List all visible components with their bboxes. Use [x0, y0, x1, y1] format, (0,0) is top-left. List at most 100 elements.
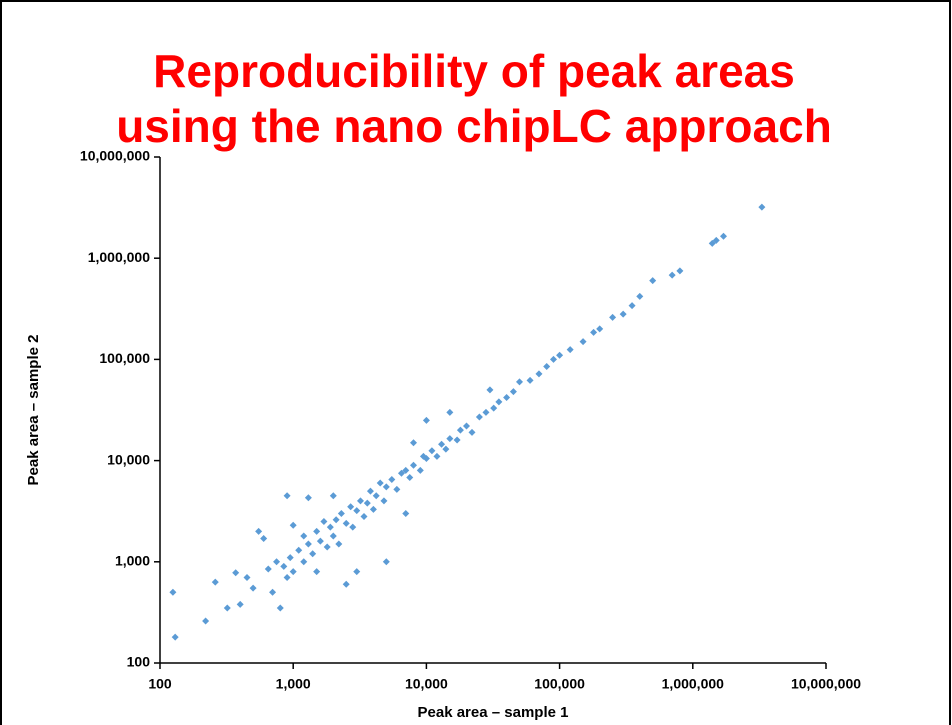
point [320, 518, 328, 526]
point [456, 426, 464, 434]
point [249, 584, 257, 592]
x-tick-label: 100 [148, 676, 172, 692]
point [326, 523, 334, 531]
point [422, 454, 430, 462]
point [438, 440, 446, 448]
point [453, 436, 461, 444]
point [428, 447, 436, 455]
point [719, 232, 727, 240]
point [332, 516, 340, 524]
point [393, 485, 401, 493]
point [486, 386, 494, 394]
point [579, 338, 587, 346]
point [422, 416, 430, 424]
point [300, 558, 308, 566]
point [313, 568, 321, 576]
point [406, 474, 414, 482]
point [668, 271, 676, 279]
y-tick-label: 100,000 [99, 350, 150, 366]
point [289, 568, 297, 576]
point [342, 580, 350, 588]
point [550, 355, 558, 363]
point [490, 404, 498, 412]
point [316, 537, 324, 545]
point [329, 492, 337, 500]
point [347, 503, 355, 511]
point [243, 573, 251, 581]
point [712, 236, 720, 244]
point [323, 543, 331, 551]
point [335, 540, 343, 548]
point [758, 203, 766, 211]
point [300, 532, 308, 540]
point [442, 445, 450, 453]
point [566, 346, 574, 354]
point [356, 497, 364, 505]
point [295, 546, 303, 554]
point [402, 510, 410, 518]
point [397, 469, 405, 477]
point [223, 604, 231, 612]
y-axis-title: Peak area – sample 2 [25, 335, 42, 486]
point [416, 466, 424, 474]
point [169, 588, 177, 596]
point [543, 363, 551, 371]
point [628, 302, 636, 310]
point [273, 558, 281, 566]
point [516, 378, 524, 386]
point [366, 487, 374, 495]
point [369, 505, 377, 513]
point [503, 394, 511, 402]
point [372, 492, 380, 500]
point [376, 479, 384, 487]
point [309, 550, 317, 558]
point [236, 600, 244, 608]
y-tick-label: 10,000 [107, 451, 150, 467]
point [556, 351, 564, 359]
point [342, 519, 350, 527]
point [276, 604, 284, 612]
title-line: using the nano chipLC approach [116, 100, 832, 152]
point [211, 578, 219, 586]
point [329, 532, 337, 540]
point [289, 521, 297, 529]
point [462, 422, 470, 430]
point [636, 292, 644, 300]
point [409, 461, 417, 469]
point [232, 569, 240, 577]
point [171, 633, 179, 641]
point [409, 439, 417, 447]
x-tick-label: 10,000 [405, 676, 448, 692]
y-tick-label: 1,000,000 [88, 249, 150, 265]
point [596, 325, 604, 333]
point [269, 588, 277, 596]
point [535, 370, 543, 378]
point [388, 476, 396, 484]
x-tick-label: 1,000,000 [662, 676, 724, 692]
point [202, 617, 210, 625]
point [649, 277, 657, 285]
y-tick-label: 10,000,000 [80, 148, 150, 164]
point [349, 523, 357, 531]
point [468, 428, 476, 436]
point [446, 435, 454, 443]
point [433, 452, 441, 460]
point [676, 267, 684, 275]
point [304, 540, 312, 548]
point [264, 565, 272, 573]
y-tick-label: 100 [127, 654, 151, 670]
point [475, 413, 483, 421]
point [353, 568, 361, 576]
point [382, 483, 390, 491]
point [590, 328, 598, 336]
point [380, 497, 388, 505]
point [446, 408, 454, 416]
point [402, 466, 410, 474]
point [495, 398, 503, 406]
point [382, 558, 390, 566]
point [260, 534, 268, 542]
point [255, 527, 263, 535]
x-tick-label: 10,000,000 [791, 676, 861, 692]
